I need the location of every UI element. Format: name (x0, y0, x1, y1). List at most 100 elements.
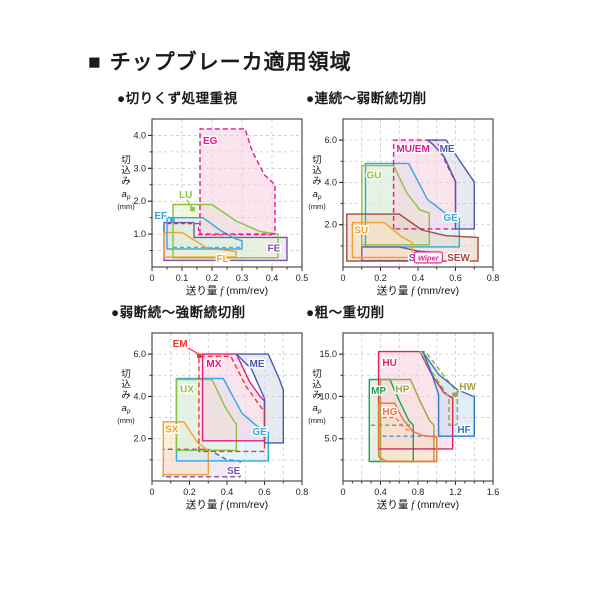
chart-subtitle-heavy-cutting: ●粗〜重切削 (306, 305, 385, 320)
title-square-icon: ■ (88, 51, 102, 74)
region-EF-marker (170, 217, 175, 222)
chart-1: 0 0.2 0.4 0.6 0.8 2.0 4.0 6.0 送り量 f (mm/rev) 切込みa… (308, 118, 499, 297)
chart-0-region-borders (163, 128, 288, 262)
chart-2: 0 0.2 0.4 0.6 0.8 2.0 4.0 6.0 送り量 f (mm/rev) 切込みa… (117, 332, 308, 511)
region-EM-marker (197, 353, 202, 359)
chart-2-region-labels: SE SX GE UX MX ME EM (164, 338, 269, 479)
chart-1-y-tick-6.0: 6.0 (324, 135, 337, 145)
region-ME-border (235, 353, 284, 444)
region-SX-border (162, 421, 209, 476)
chart-0-y-tick-2.0: 2.0 (133, 196, 146, 206)
region-ME-border (426, 139, 475, 230)
chart-0-x-tick-0.1: 0.1 (176, 273, 189, 283)
chart-2-axes: 0 0.2 0.4 0.6 0.8 2.0 4.0 6.0 (133, 349, 308, 497)
region-GE-label: GE (443, 213, 458, 224)
chart-2-y-tick-2.0: 2.0 (133, 434, 146, 444)
region-HF-area (422, 351, 475, 437)
region-MX-label: MX (206, 359, 221, 370)
chart-subtitle-interrupted-cutting: ●弱断続〜強断続切削 (111, 305, 246, 320)
svg-text:(mm): (mm) (308, 202, 326, 211)
region-ME-label: ME (440, 144, 455, 155)
chart-1-y-tick-4.0: 4.0 (324, 177, 337, 187)
chart-1-x-tick-0.6: 0.6 (449, 273, 462, 283)
chart-1-x-tick-0: 0 (340, 273, 345, 283)
svg-text:み: み (312, 176, 322, 187)
chart-0-axes: 0 0.1 0.2 0.3 0.4 0.5 1.0 2.0 3.0 4.0 (133, 130, 308, 283)
svg-text:ap: ap (122, 189, 131, 201)
chart-0-x-axis-label: 送り量 f (mm/rev) (186, 284, 268, 297)
region-HF-border (422, 350, 475, 437)
region-HG-border (377, 402, 438, 463)
chart-0-extra-line-0 (167, 223, 275, 236)
region-UX-label: UX (180, 385, 194, 396)
chart-1-x-tick-0.2: 0.2 (374, 273, 387, 283)
region-LU-label: LU (179, 190, 192, 201)
chart-1-region-fills (346, 140, 478, 262)
region-GE-border (364, 162, 460, 248)
chart-3: 0 0.4 0.8 1.2 1.6 5.0 10.0 15.0 送り量 f (mm/rev) 切込… (308, 332, 499, 511)
chart-2-x-tick-0.8: 0.8 (296, 487, 309, 497)
region-HP-border (379, 378, 435, 463)
region-EM-label: EM (173, 339, 188, 350)
region-ME-area (236, 354, 284, 443)
region-GU-label: GU (366, 171, 381, 182)
region-LU-border (172, 203, 279, 259)
chart-1-y-axis-label: 切込み ap(mm) (308, 155, 326, 211)
chart-2-x-tick-0: 0 (149, 487, 154, 497)
region-HP-label: HP (396, 384, 410, 395)
chart-0-x-tick-0.5: 0.5 (296, 273, 309, 283)
svg-text:込: 込 (121, 166, 131, 177)
chart-2-y-axis-label: 切込み ap(mm) (117, 369, 135, 425)
region-HW-label: HW (459, 382, 476, 393)
region-EG-border (199, 128, 276, 235)
region-SEW-label: SEW (447, 253, 470, 264)
chart-1-x-tick-0.4: 0.4 (412, 273, 425, 283)
svg-text:切: 切 (312, 369, 322, 380)
chart-2-x-axis-label: 送り量 f (mm/rev) (186, 498, 268, 511)
chart-3-region-labels: MP HP HU HG HW HF (370, 357, 478, 438)
chart-3-x-tick-0.8: 0.8 (412, 487, 425, 497)
svg-text:切: 切 (312, 155, 322, 166)
chart-0-x-tick-0: 0 (149, 273, 154, 283)
region-EG-area (200, 128, 275, 235)
chart-0-y-axis-label: 切込み ap(mm) (117, 155, 135, 211)
chart-3-y-tick-10.0: 10.0 (319, 391, 337, 401)
chart-3-x-axis-label: 送り量 f (mm/rev) (377, 498, 459, 511)
chart-2-x-tick-0.4: 0.4 (221, 487, 234, 497)
region-HW-marker (452, 392, 457, 397)
chart-subtitle-continuous-cutting: ●連続〜弱断続切削 (306, 91, 427, 106)
region-SU-area (352, 222, 413, 258)
region-SE-label: SE (227, 466, 241, 477)
region-LU-marker (190, 206, 195, 212)
svg-text:(mm): (mm) (117, 416, 135, 425)
chart-2-y-tick-4.0: 4.0 (133, 391, 146, 401)
region-FE-border (163, 221, 288, 262)
svg-text:み: み (121, 390, 131, 401)
region-SX-label: SX (165, 425, 179, 436)
region-HF-label: HF (457, 425, 470, 436)
chart-0-x-tick-0.4: 0.4 (266, 273, 279, 283)
region-MU/EM-area (393, 140, 456, 229)
chart-1-region-borders (346, 139, 479, 262)
svg-text:み: み (312, 390, 322, 401)
svg-text:込: 込 (312, 380, 322, 391)
region-GU-border (361, 164, 430, 246)
chart-3-y-axis-label: 切込み ap(mm) (308, 369, 326, 425)
region-GE-border (175, 377, 269, 462)
chart-0-region-fills (164, 128, 287, 261)
chart-0-y-tick-1.0: 1.0 (133, 229, 146, 239)
chart-3-axes: 0 0.4 0.8 1.2 1.6 5.0 10.0 15.0 (319, 349, 499, 497)
svg-text:切: 切 (121, 369, 131, 380)
chart-2-x-tick-0.2: 0.2 (183, 487, 196, 497)
page-title: ■ チップブレーカ適用領域 (88, 46, 352, 76)
chart-1-y-tick-2.0: 2.0 (324, 220, 337, 230)
chart-0: 0 0.1 0.2 0.3 0.4 0.5 1.0 2.0 3.0 4.0 送り量 f (mm/re… (117, 118, 308, 297)
svg-text:込: 込 (121, 380, 131, 391)
region-GE-label: GE (252, 427, 267, 438)
chart-0-y-tick-4.0: 4.0 (133, 130, 146, 140)
region-MU/EM-label: MU/EM (396, 144, 429, 155)
chart-3-x-tick-1.6: 1.6 (487, 487, 500, 497)
svg-text:切: 切 (121, 155, 131, 166)
